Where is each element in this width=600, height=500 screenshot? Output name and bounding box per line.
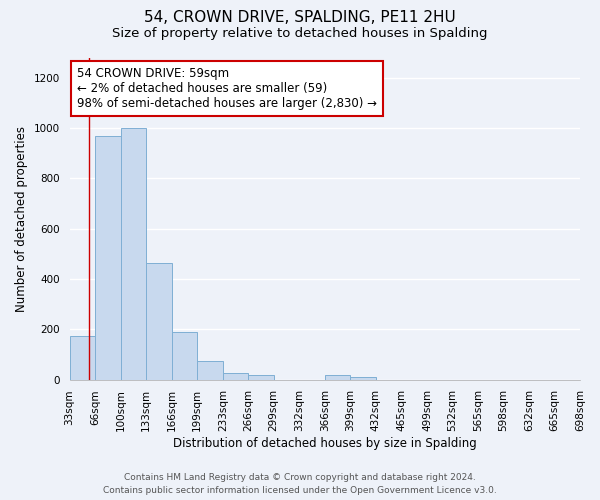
Bar xyxy=(95,136,121,380)
Text: 54, CROWN DRIVE, SPALDING, PE11 2HU: 54, CROWN DRIVE, SPALDING, PE11 2HU xyxy=(144,10,456,25)
X-axis label: Distribution of detached houses by size in Spalding: Distribution of detached houses by size … xyxy=(173,437,476,450)
Bar xyxy=(197,360,223,380)
Text: 54 CROWN DRIVE: 59sqm
← 2% of detached houses are smaller (59)
98% of semi-detac: 54 CROWN DRIVE: 59sqm ← 2% of detached h… xyxy=(77,67,377,110)
Bar xyxy=(172,332,197,380)
Bar xyxy=(121,128,146,380)
Bar xyxy=(223,374,248,380)
Y-axis label: Number of detached properties: Number of detached properties xyxy=(15,126,28,312)
Text: Contains HM Land Registry data © Crown copyright and database right 2024.
Contai: Contains HM Land Registry data © Crown c… xyxy=(103,474,497,495)
Bar xyxy=(350,377,376,380)
Bar xyxy=(248,374,274,380)
Bar xyxy=(325,374,350,380)
Text: Size of property relative to detached houses in Spalding: Size of property relative to detached ho… xyxy=(112,28,488,40)
Bar xyxy=(146,262,172,380)
Bar xyxy=(70,336,95,380)
